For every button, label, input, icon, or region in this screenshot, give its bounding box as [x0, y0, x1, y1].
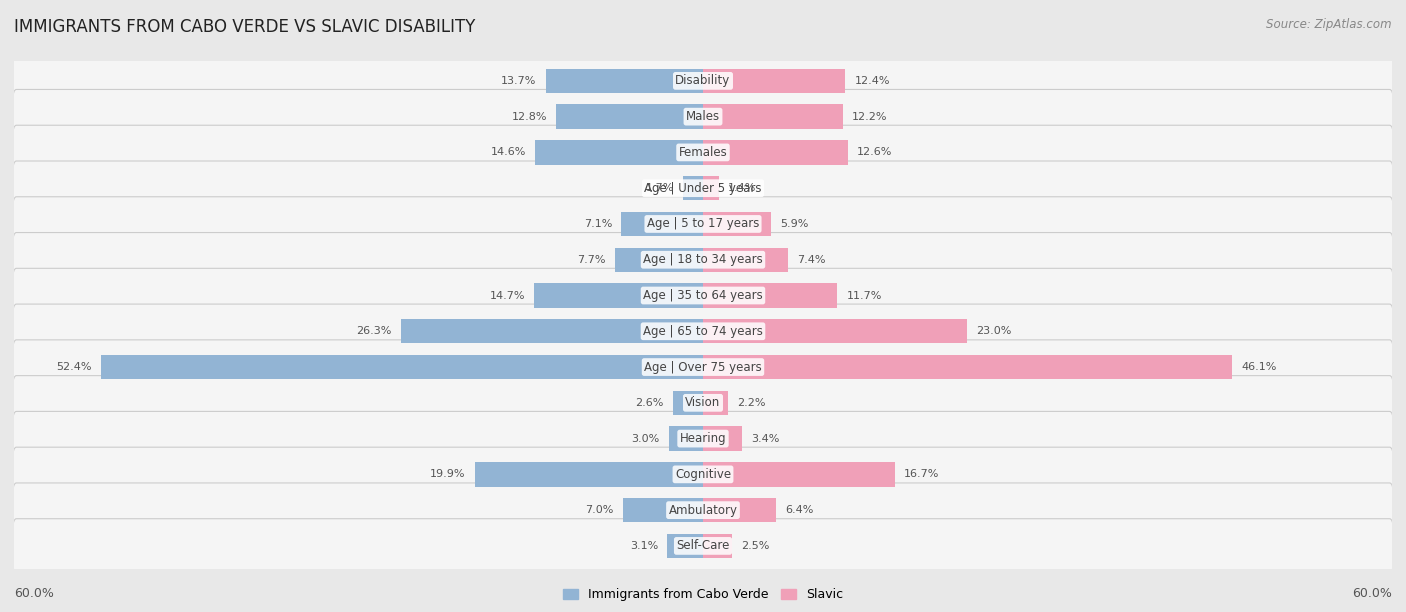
Text: 12.2%: 12.2% — [852, 111, 887, 122]
Text: 7.0%: 7.0% — [585, 505, 613, 515]
Bar — [623, 498, 703, 522]
Text: 13.7%: 13.7% — [501, 76, 537, 86]
Bar — [101, 355, 703, 379]
Text: 1.7%: 1.7% — [645, 183, 675, 193]
Bar — [669, 427, 703, 451]
Text: Age | Over 75 years: Age | Over 75 years — [644, 360, 762, 373]
Bar — [703, 427, 742, 451]
Text: Cognitive: Cognitive — [675, 468, 731, 481]
Text: Hearing: Hearing — [679, 432, 727, 445]
Bar — [668, 534, 703, 558]
Bar — [536, 140, 703, 165]
Bar — [474, 462, 703, 487]
Bar — [703, 498, 776, 522]
Bar — [703, 283, 838, 308]
Text: 16.7%: 16.7% — [904, 469, 939, 479]
Bar — [614, 248, 703, 272]
Text: 14.6%: 14.6% — [491, 147, 526, 157]
Bar — [546, 69, 703, 93]
Text: 7.1%: 7.1% — [583, 219, 612, 229]
Bar — [703, 390, 728, 415]
Text: 7.4%: 7.4% — [797, 255, 825, 265]
Text: IMMIGRANTS FROM CABO VERDE VS SLAVIC DISABILITY: IMMIGRANTS FROM CABO VERDE VS SLAVIC DIS… — [14, 18, 475, 36]
Text: Age | Under 5 years: Age | Under 5 years — [644, 182, 762, 195]
FancyBboxPatch shape — [13, 268, 1393, 323]
Text: 19.9%: 19.9% — [430, 469, 465, 479]
Bar — [703, 462, 894, 487]
Text: 60.0%: 60.0% — [14, 587, 53, 600]
Bar — [703, 105, 844, 129]
Text: Source: ZipAtlas.com: Source: ZipAtlas.com — [1267, 18, 1392, 31]
Text: Age | 35 to 64 years: Age | 35 to 64 years — [643, 289, 763, 302]
Text: 2.5%: 2.5% — [741, 541, 769, 551]
Bar — [703, 176, 718, 200]
Text: 23.0%: 23.0% — [976, 326, 1012, 336]
Text: 46.1%: 46.1% — [1241, 362, 1277, 372]
FancyBboxPatch shape — [13, 161, 1393, 215]
Text: 3.1%: 3.1% — [630, 541, 658, 551]
Bar — [401, 319, 703, 343]
FancyBboxPatch shape — [13, 376, 1393, 430]
Text: 60.0%: 60.0% — [1353, 587, 1392, 600]
Text: 6.4%: 6.4% — [786, 505, 814, 515]
Text: Males: Males — [686, 110, 720, 123]
FancyBboxPatch shape — [13, 483, 1393, 537]
Bar — [703, 248, 787, 272]
FancyBboxPatch shape — [13, 519, 1393, 573]
FancyBboxPatch shape — [13, 54, 1393, 108]
Text: Disability: Disability — [675, 75, 731, 88]
Text: Self-Care: Self-Care — [676, 539, 730, 553]
Text: Females: Females — [679, 146, 727, 159]
Text: 3.0%: 3.0% — [631, 433, 659, 444]
FancyBboxPatch shape — [13, 411, 1393, 466]
Bar — [703, 212, 770, 236]
Text: 1.4%: 1.4% — [728, 183, 756, 193]
Bar — [555, 105, 703, 129]
Bar — [683, 176, 703, 200]
Text: 7.7%: 7.7% — [576, 255, 606, 265]
Text: 12.4%: 12.4% — [855, 76, 890, 86]
Text: 14.7%: 14.7% — [489, 291, 524, 300]
Text: Age | 18 to 34 years: Age | 18 to 34 years — [643, 253, 763, 266]
Bar — [703, 355, 1232, 379]
Bar — [703, 140, 848, 165]
Text: 12.8%: 12.8% — [512, 111, 547, 122]
Text: Vision: Vision — [685, 397, 721, 409]
FancyBboxPatch shape — [13, 304, 1393, 359]
FancyBboxPatch shape — [13, 447, 1393, 502]
Text: 5.9%: 5.9% — [780, 219, 808, 229]
Text: Age | 5 to 17 years: Age | 5 to 17 years — [647, 217, 759, 231]
Bar — [621, 212, 703, 236]
Bar — [534, 283, 703, 308]
Text: Age | 65 to 74 years: Age | 65 to 74 years — [643, 325, 763, 338]
Bar — [703, 319, 967, 343]
Text: 2.6%: 2.6% — [636, 398, 664, 408]
FancyBboxPatch shape — [13, 197, 1393, 251]
Text: 12.6%: 12.6% — [856, 147, 893, 157]
Bar — [703, 534, 731, 558]
FancyBboxPatch shape — [13, 233, 1393, 287]
Bar — [673, 390, 703, 415]
Text: 11.7%: 11.7% — [846, 291, 882, 300]
Text: 52.4%: 52.4% — [56, 362, 93, 372]
Text: 2.2%: 2.2% — [738, 398, 766, 408]
FancyBboxPatch shape — [13, 125, 1393, 179]
Text: Ambulatory: Ambulatory — [668, 504, 738, 517]
Text: 3.4%: 3.4% — [751, 433, 779, 444]
Text: 26.3%: 26.3% — [357, 326, 392, 336]
Bar — [703, 69, 845, 93]
FancyBboxPatch shape — [13, 340, 1393, 394]
FancyBboxPatch shape — [13, 89, 1393, 144]
Legend: Immigrants from Cabo Verde, Slavic: Immigrants from Cabo Verde, Slavic — [558, 583, 848, 606]
